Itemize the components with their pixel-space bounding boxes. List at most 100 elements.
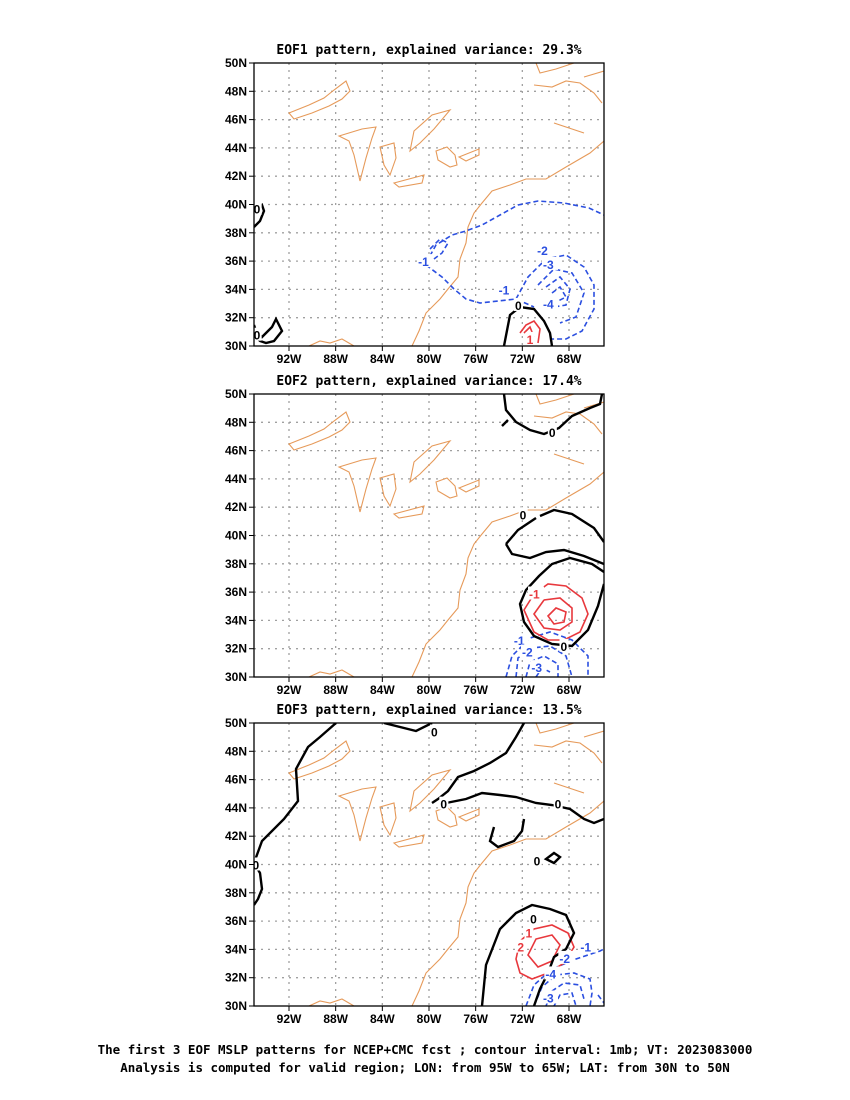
coastline bbox=[392, 834, 425, 848]
y-tick-label: 48N bbox=[225, 84, 247, 98]
contour-positive bbox=[519, 319, 541, 344]
contour-negative bbox=[429, 238, 450, 260]
contour-label-bg bbox=[524, 925, 534, 939]
contour-label-bg bbox=[254, 857, 261, 871]
contour-label: 0 bbox=[431, 725, 438, 739]
contour-label-bg bbox=[521, 644, 537, 658]
contour-label-bg bbox=[542, 296, 558, 310]
contour-label: 0 bbox=[530, 912, 537, 926]
contour-label: -1 bbox=[529, 588, 540, 602]
eof-panel-2: EOF2 pattern, explained variance: 17.4% 0… bbox=[225, 374, 605, 697]
coastline bbox=[435, 477, 458, 499]
y-tick-label: 40N bbox=[225, 529, 247, 543]
coastline bbox=[457, 479, 480, 493]
contour-label-bg bbox=[532, 853, 542, 867]
coastline bbox=[535, 63, 575, 74]
x-tick-label: 68W bbox=[557, 352, 582, 366]
plot-area: 000-1-1-2-3 bbox=[254, 394, 604, 677]
contour-label-bg bbox=[528, 586, 544, 600]
y-tick-label: 34N bbox=[225, 942, 247, 956]
contour-zero bbox=[431, 723, 526, 804]
contour-zero bbox=[502, 305, 554, 346]
y-tick-label: 46N bbox=[225, 773, 247, 787]
y-tick-label: 32N bbox=[225, 311, 247, 325]
contour-label: 0 bbox=[254, 203, 261, 217]
x-tick-label: 84W bbox=[370, 352, 395, 366]
y-tick-label: 46N bbox=[225, 113, 247, 127]
contour-negative bbox=[425, 200, 604, 264]
contour-negative bbox=[525, 948, 604, 1006]
contour-negative bbox=[515, 645, 573, 677]
coastline bbox=[288, 411, 351, 451]
coastline bbox=[411, 471, 604, 677]
contour-label-bg bbox=[430, 724, 439, 738]
contour-label: -4 bbox=[545, 967, 556, 981]
contour-label: -4 bbox=[543, 298, 554, 312]
coastline bbox=[379, 473, 397, 508]
x-tick-label: 80W bbox=[417, 683, 442, 697]
y-tick-label: 40N bbox=[225, 858, 247, 872]
contour-label: 0 bbox=[440, 798, 447, 812]
coastline bbox=[392, 174, 425, 188]
map-layer: 000-1-1-2-3 bbox=[254, 394, 604, 677]
contour-negative bbox=[525, 655, 559, 677]
contour-label: -2 bbox=[522, 646, 533, 660]
contour-label-bg bbox=[559, 638, 569, 652]
contour-label-bg bbox=[542, 990, 558, 1004]
coastline bbox=[409, 108, 452, 153]
y-tick-label: 40N bbox=[225, 198, 247, 212]
contour-positive bbox=[546, 607, 567, 625]
contour-label-bg bbox=[512, 633, 529, 647]
x-tick-label: 76W bbox=[463, 352, 488, 366]
contour-label: 1 bbox=[527, 333, 534, 347]
y-tick-label: 46N bbox=[225, 444, 247, 458]
contour-zero bbox=[543, 851, 562, 865]
contour-zero bbox=[505, 508, 604, 545]
contour-label: -1 bbox=[418, 255, 429, 269]
contour-negative bbox=[425, 264, 535, 308]
y-tick-label: 48N bbox=[225, 415, 247, 429]
contour-label: 1 bbox=[526, 926, 533, 940]
x-tick-label: 92W bbox=[277, 352, 302, 366]
contour-label-bg bbox=[254, 327, 262, 341]
contour-label-bg bbox=[497, 282, 514, 296]
coastline bbox=[535, 394, 575, 405]
plot-area: 0 0 0 -1 -1 -2-3 -4 1 bbox=[254, 63, 604, 347]
y-tick-label: 38N bbox=[225, 226, 247, 240]
coastline bbox=[379, 802, 397, 837]
y-tick-label: 44N bbox=[225, 801, 247, 815]
map-layer: 0 0 0 -1 -1 -2-3 -4 1 bbox=[254, 63, 604, 347]
x-tick-label: 68W bbox=[557, 1012, 582, 1026]
contour-label: -1 bbox=[499, 283, 510, 297]
x-tick-label: 72W bbox=[510, 683, 535, 697]
contour-label: -1 bbox=[514, 634, 525, 648]
y-tick-label: 38N bbox=[225, 557, 247, 571]
coastline bbox=[337, 126, 377, 182]
contour-label: -3 bbox=[531, 661, 542, 675]
x-tick-label: 84W bbox=[370, 683, 395, 697]
contour-label: -3 bbox=[543, 258, 554, 272]
y-tick-label: 34N bbox=[225, 282, 247, 296]
y-tick-label: 44N bbox=[225, 472, 247, 486]
contour-label: -3 bbox=[543, 992, 554, 1006]
coastline bbox=[411, 140, 604, 346]
contour-label-bg bbox=[553, 796, 563, 810]
contour-label-bg bbox=[547, 425, 557, 439]
figure-caption-line-1: The first 3 EOF MSLP patterns for NCEP+C… bbox=[97, 1042, 753, 1057]
contour-negative bbox=[505, 631, 589, 677]
contour-label: 0 bbox=[549, 426, 556, 440]
y-tick-label: 30N bbox=[225, 999, 247, 1013]
contour-label: 0 bbox=[520, 508, 527, 522]
contour-label-bg bbox=[417, 254, 434, 268]
coastline bbox=[553, 453, 585, 465]
contour-label: 0 bbox=[253, 859, 260, 873]
contour-positive bbox=[527, 934, 561, 968]
contour-zero bbox=[501, 419, 604, 648]
contour-negative bbox=[597, 994, 604, 1004]
coastline bbox=[288, 80, 351, 120]
x-tick-label: 76W bbox=[463, 1012, 488, 1026]
contour-label: 0 bbox=[254, 329, 261, 343]
eof-panel-3: EOF3 pattern, explained variance: 13.5% 0… bbox=[225, 703, 605, 1026]
